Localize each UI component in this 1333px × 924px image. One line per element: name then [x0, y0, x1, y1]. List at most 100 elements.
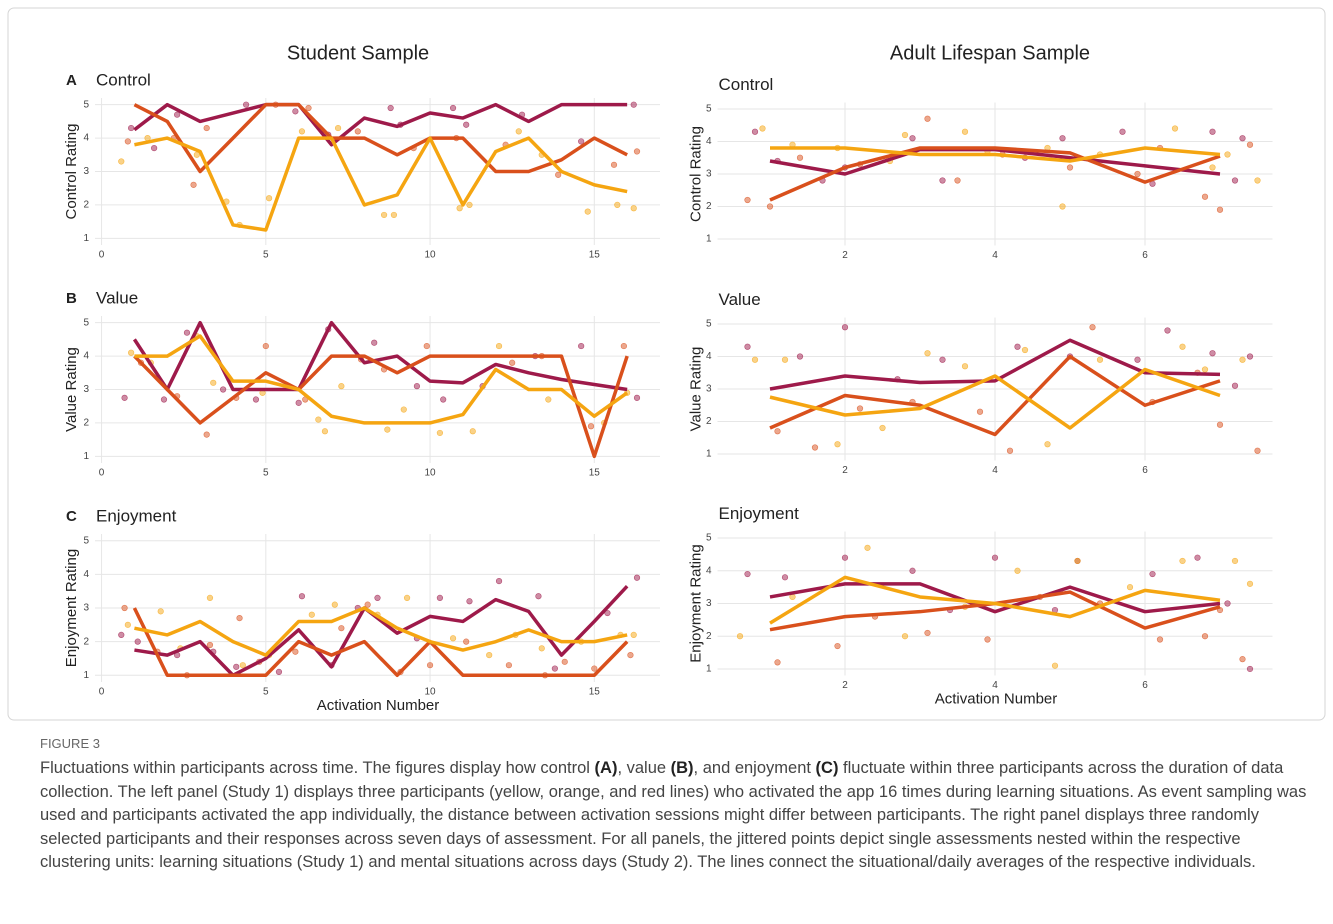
data-point	[751, 356, 759, 363]
data-point	[909, 567, 916, 574]
panel-letter: C	[66, 508, 77, 525]
data-point	[203, 124, 210, 132]
data-point	[423, 342, 430, 350]
y-axis-label: Control Rating	[63, 124, 80, 220]
data-point	[262, 342, 269, 350]
x-tick-label: 6	[1142, 250, 1148, 261]
y-tick-label: 3	[706, 598, 712, 609]
data-point	[1089, 324, 1096, 331]
data-point	[334, 124, 342, 132]
caption-part: (C)	[815, 759, 839, 777]
data-point	[1246, 353, 1254, 360]
data-point	[236, 614, 243, 622]
figure-label: FIGURE 3	[40, 736, 100, 751]
data-point	[305, 104, 312, 112]
data-point	[1014, 567, 1021, 574]
data-point	[486, 651, 493, 659]
data-point	[1171, 125, 1179, 132]
y-tick-label: 2	[706, 201, 712, 212]
x-axis-label: Activation Number	[935, 690, 1058, 707]
y-axis-label: Enjoyment Rating	[687, 544, 704, 662]
data-point	[203, 431, 210, 438]
y-tick-label: 4	[706, 136, 712, 147]
caption-part: , and enjoyment	[693, 759, 816, 777]
data-point	[604, 609, 611, 617]
y-tick-label: 4	[83, 569, 89, 580]
data-point	[463, 121, 470, 128]
data-point	[551, 665, 558, 672]
data-point	[1156, 636, 1164, 643]
data-point	[193, 151, 200, 158]
chart-title: Value	[96, 288, 138, 307]
series-line	[769, 354, 1221, 437]
figure: Student Sample Adult Lifespan Sample 1 2 3…	[7, 7, 1326, 721]
data-point	[151, 145, 158, 152]
y-tick-label: 3	[83, 166, 89, 177]
data-point	[1201, 193, 1209, 200]
y-tick-label: 4	[706, 351, 712, 362]
data-point	[781, 574, 789, 581]
data-point	[157, 608, 164, 615]
x-tick-label: 10	[424, 687, 436, 698]
data-point	[1209, 128, 1216, 135]
y-tick-label: 1	[706, 449, 712, 460]
data-point	[811, 444, 819, 451]
data-point	[620, 342, 627, 350]
data-point	[183, 329, 191, 336]
data-point	[338, 383, 345, 390]
x-tick-label: 0	[99, 250, 105, 261]
data-point	[469, 428, 476, 435]
data-point	[744, 196, 751, 204]
data-point	[243, 101, 250, 108]
data-point	[1231, 177, 1239, 184]
data-point	[924, 629, 931, 637]
data-point	[774, 428, 781, 435]
x-tick-label: 2	[842, 680, 848, 691]
data-point	[1231, 557, 1239, 565]
data-point	[1231, 382, 1239, 389]
data-point	[901, 633, 909, 640]
data-point	[841, 324, 849, 331]
data-point	[1201, 366, 1209, 373]
data-point	[774, 659, 781, 666]
data-point	[121, 394, 128, 401]
caption: FIGURE 3 Fluctuations within participant…	[40, 736, 1310, 875]
data-point	[206, 641, 214, 649]
series-line	[769, 146, 1221, 202]
data-point	[578, 138, 585, 145]
data-point	[879, 424, 886, 432]
y-tick-label: 1	[706, 234, 712, 245]
data-point	[759, 125, 766, 132]
data-point	[118, 631, 125, 639]
y-tick-label: 2	[83, 200, 89, 211]
data-point	[1201, 633, 1209, 640]
data-point	[630, 205, 637, 212]
data-point	[1209, 350, 1216, 357]
data-point	[128, 124, 135, 132]
x-axis-label: Activation Number	[317, 697, 440, 714]
y-tick-label: 4	[83, 351, 89, 362]
data-point	[1149, 570, 1156, 578]
data-point	[1216, 421, 1224, 428]
x-tick-label: 2	[842, 465, 848, 476]
x-tick-label: 4	[992, 465, 998, 476]
data-point	[834, 642, 841, 650]
data-point	[331, 601, 338, 608]
chart-title: Control	[719, 75, 774, 94]
data-point	[509, 359, 516, 366]
data-point	[630, 101, 637, 108]
series-line	[133, 354, 629, 459]
data-point	[535, 593, 542, 600]
data-point	[633, 394, 641, 401]
x-tick-label: 15	[589, 468, 601, 479]
data-point	[744, 343, 751, 350]
data-point	[555, 171, 562, 178]
data-point	[1254, 177, 1261, 184]
figure-frame	[7, 7, 1326, 721]
y-tick-label: 5	[83, 317, 89, 328]
column-title: Adult Lifespan Sample	[890, 42, 1090, 64]
series-line	[134, 136, 628, 232]
data-point	[578, 342, 585, 350]
data-point	[1134, 356, 1141, 363]
x-tick-label: 0	[99, 468, 105, 479]
